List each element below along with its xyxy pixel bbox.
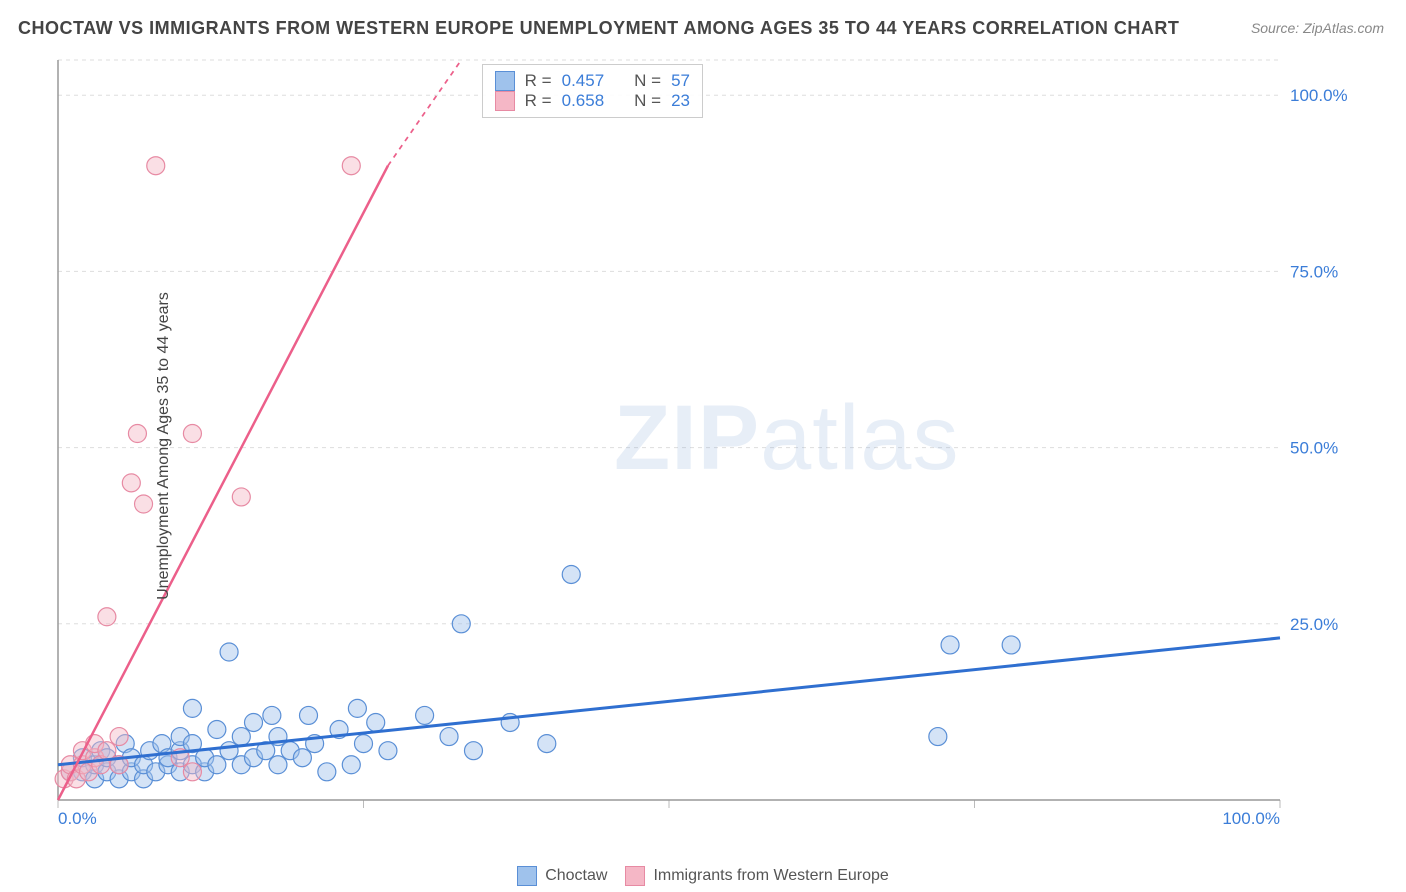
legend-swatch	[495, 71, 515, 91]
stats-legend-box: R = 0.457 N = 57 R = 0.658 N = 23	[482, 64, 703, 118]
svg-text:100.0%: 100.0%	[1290, 86, 1348, 105]
legend-swatch	[625, 866, 645, 886]
y-axis-label: Unemployment Among Ages 35 to 44 years	[155, 292, 173, 600]
legend-label: Choctaw	[545, 867, 607, 885]
n-value: 23	[671, 91, 690, 111]
legend-label: Immigrants from Western Europe	[653, 867, 888, 885]
chart-title: CHOCTAW VS IMMIGRANTS FROM WESTERN EUROP…	[18, 18, 1179, 39]
stats-row: R = 0.658 N = 23	[495, 91, 690, 111]
legend-item: Choctaw	[517, 866, 607, 886]
svg-text:50.0%: 50.0%	[1290, 439, 1338, 458]
svg-text:100.0%: 100.0%	[1222, 809, 1280, 828]
svg-text:75.0%: 75.0%	[1290, 262, 1338, 281]
n-label: N =	[634, 91, 661, 111]
legend-swatch	[495, 91, 515, 111]
legend-item: Immigrants from Western Europe	[625, 866, 888, 886]
r-label: R =	[525, 91, 552, 111]
svg-text:25.0%: 25.0%	[1290, 615, 1338, 634]
svg-text:0.0%: 0.0%	[58, 809, 97, 828]
scatter-chart: 25.0% 50.0% 75.0% 100.0% 0.0% 100.0%	[54, 56, 1350, 836]
bottom-legend: Choctaw Immigrants from Western Europe	[0, 866, 1406, 886]
legend-swatch	[517, 866, 537, 886]
n-value: 57	[671, 71, 690, 91]
r-label: R =	[525, 71, 552, 91]
plot-area: 25.0%50.0%75.0%100.0%0.0%100.0% ZIPatlas…	[54, 56, 1350, 836]
n-label: N =	[634, 71, 661, 91]
r-value: 0.658	[562, 91, 605, 111]
source-label: Source: ZipAtlas.com	[1251, 20, 1384, 36]
r-value: 0.457	[562, 71, 605, 91]
stats-row: R = 0.457 N = 57	[495, 71, 690, 91]
